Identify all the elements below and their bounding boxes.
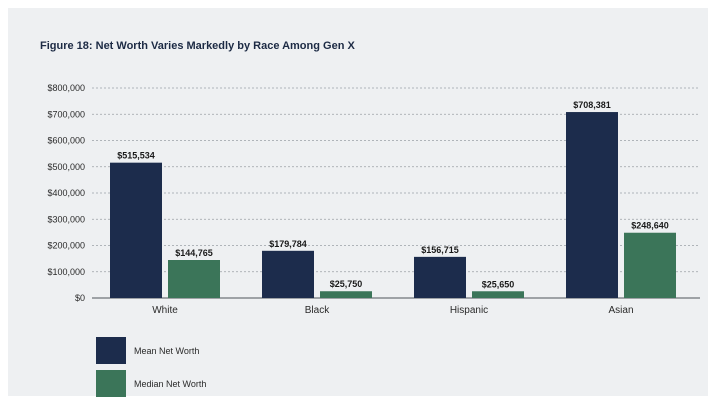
bar-median <box>168 259 220 298</box>
y-tick-label: $800,000 <box>47 83 85 93</box>
legend-item-median: Median Net Worth <box>96 370 206 397</box>
y-tick-label: $200,000 <box>47 241 85 251</box>
y-tick-label: $600,000 <box>47 136 85 146</box>
y-tick-label: $500,000 <box>47 162 85 172</box>
bar-median <box>472 291 524 298</box>
legend-item-mean: Mean Net Worth <box>96 337 199 364</box>
data-label: $25,650 <box>482 279 515 289</box>
data-label: $179,784 <box>269 239 307 249</box>
chart-title: Figure 18: Net Worth Varies Markedly by … <box>40 40 355 52</box>
x-tick-label: Hispanic <box>450 305 488 316</box>
data-label: $248,640 <box>631 221 669 231</box>
data-label: $144,765 <box>175 248 213 258</box>
legend-swatch-mean <box>96 337 126 364</box>
data-label: $156,715 <box>421 245 459 255</box>
data-label: $515,534 <box>117 151 155 161</box>
legend-label-mean: Mean Net Worth <box>134 345 200 356</box>
x-tick-label: Asian <box>608 305 633 316</box>
bar-median <box>624 232 676 298</box>
bar-mean <box>414 256 466 298</box>
bar-mean <box>566 112 618 298</box>
legend-swatch-median <box>96 370 126 397</box>
data-label: $708,381 <box>573 100 611 110</box>
x-tick-label: Black <box>305 305 330 316</box>
y-tick-label: $300,000 <box>47 214 85 224</box>
x-tick-label: White <box>152 305 178 316</box>
y-tick-label: $100,000 <box>47 267 85 277</box>
y-tick-label: $700,000 <box>47 109 85 119</box>
y-tick-label: $400,000 <box>47 188 85 198</box>
bar-median <box>320 291 372 298</box>
bar-mean <box>110 162 162 298</box>
legend-label-median: Median Net Worth <box>134 378 207 389</box>
y-tick-label: $0 <box>75 293 85 303</box>
bar-mean <box>262 250 314 298</box>
data-label: $25,750 <box>330 279 363 289</box>
